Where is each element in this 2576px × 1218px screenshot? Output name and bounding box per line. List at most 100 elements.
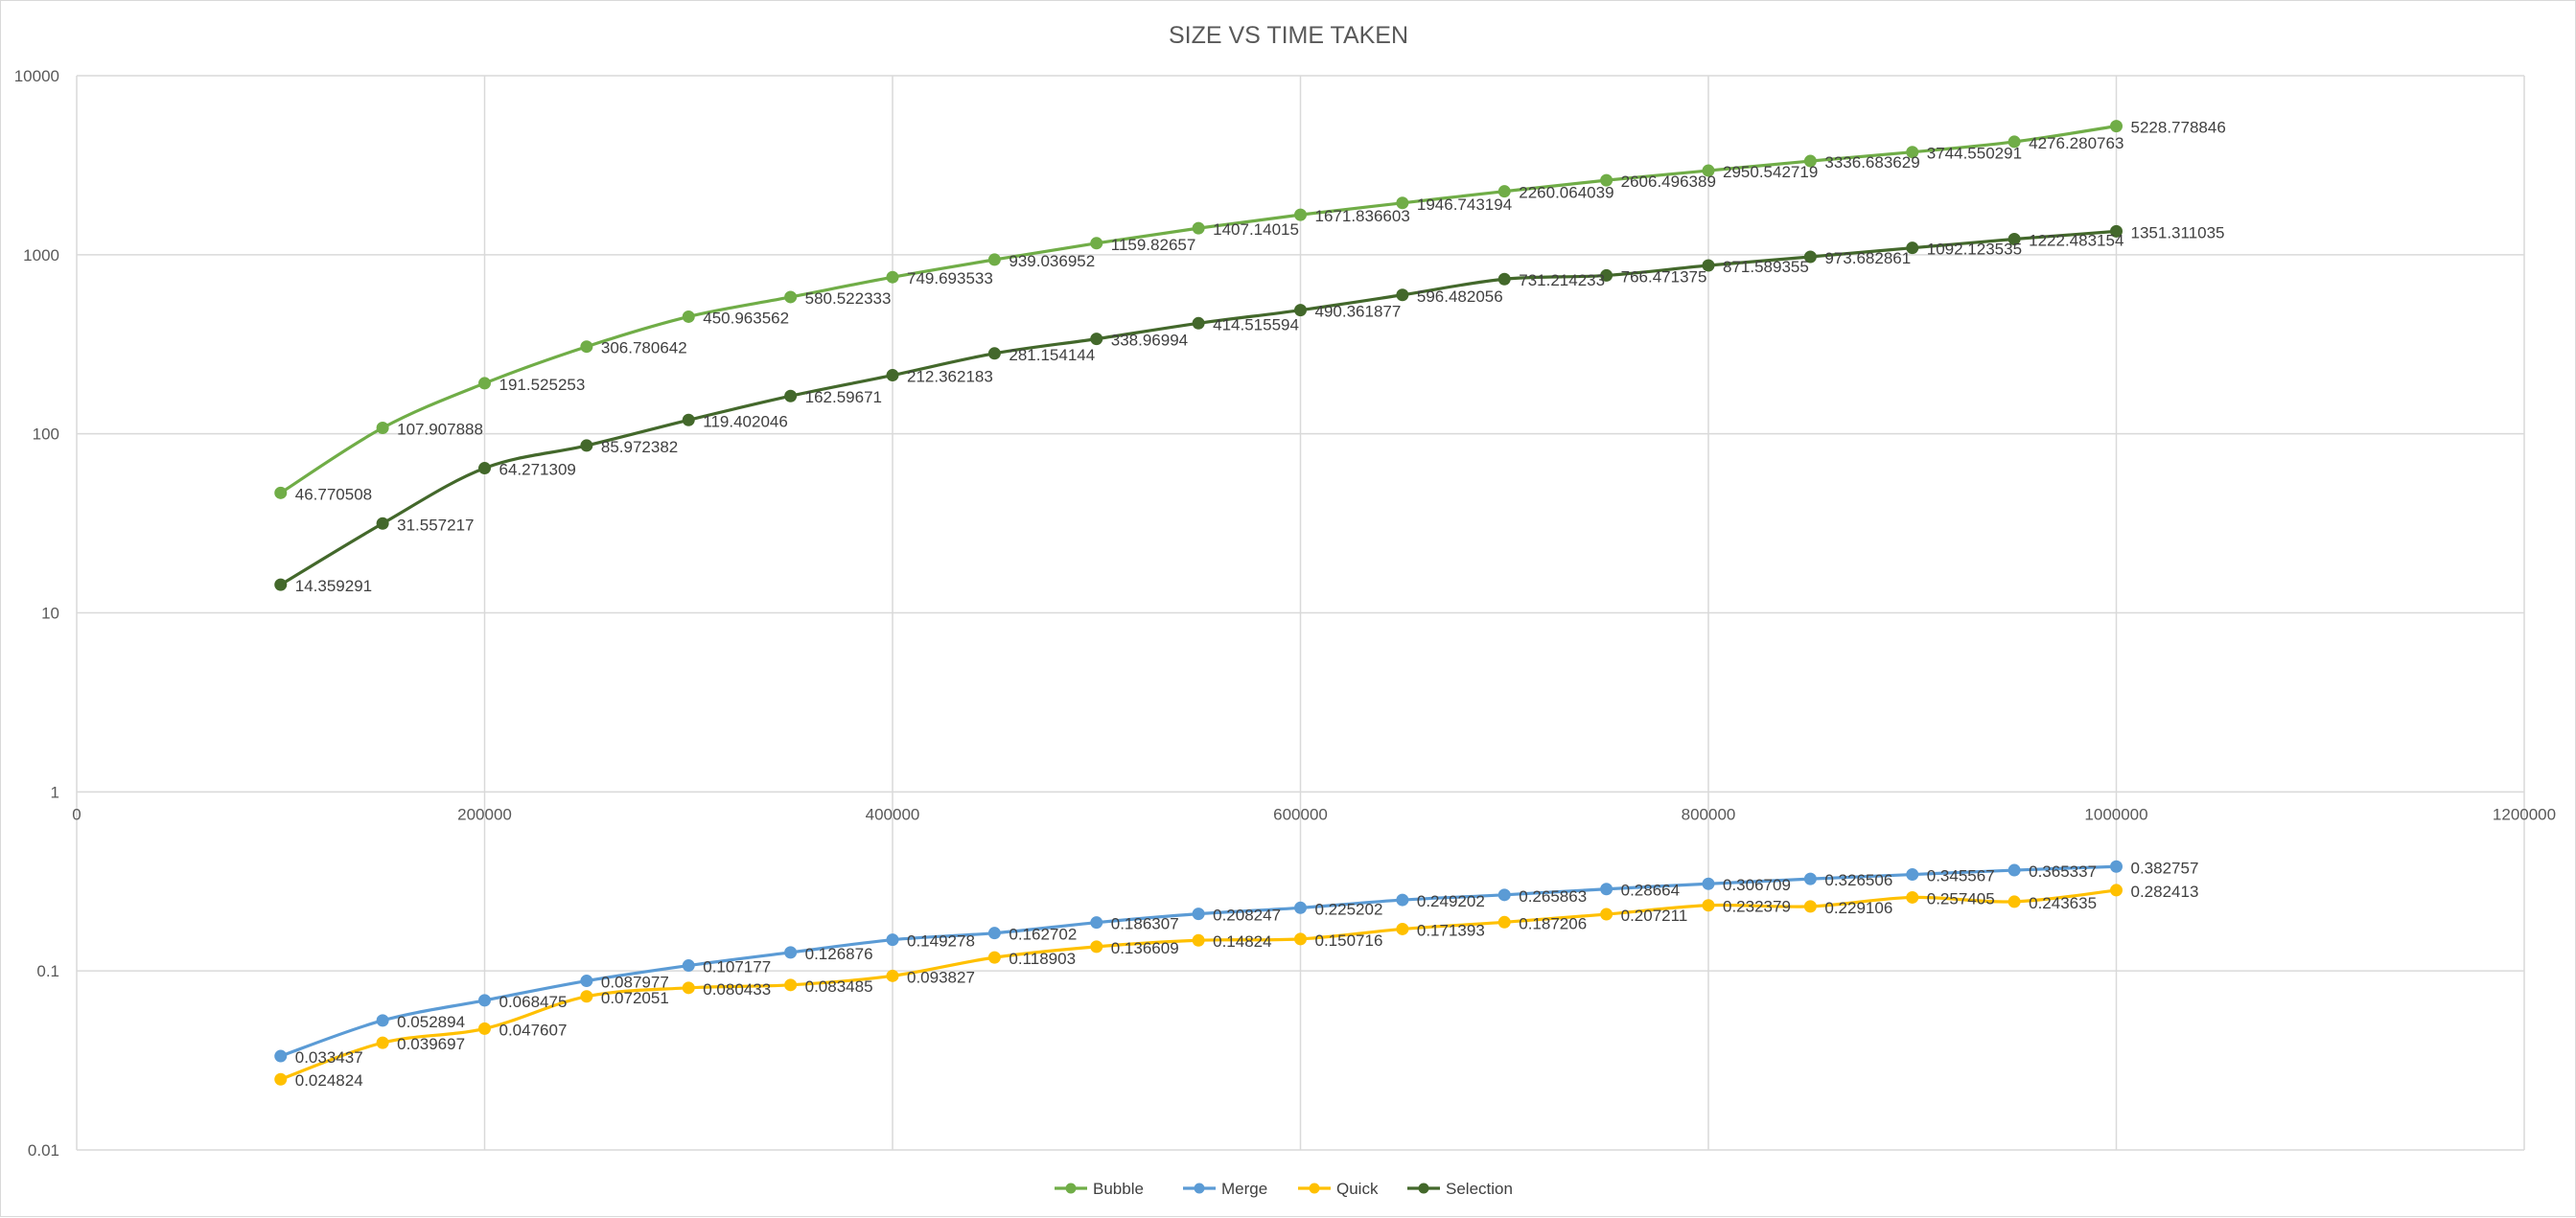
data-point [987,253,1001,266]
data-point [1600,268,1613,282]
data-label: 0.14824 [1213,932,1271,951]
x-tick-label: 800000 [1682,805,1736,823]
legend-marker-quick [1309,1183,1320,1194]
data-label: 1671.836603 [1315,207,1410,225]
data-label: 0.087977 [601,974,669,992]
legend-label-selection: Selection [1446,1180,1513,1198]
data-label: 0.118903 [1009,950,1076,968]
legend: Bubble Merge Quick Selection [1055,1180,1513,1198]
data-label: 107.907888 [397,420,483,438]
data-point [1192,316,1205,330]
data-label: 85.972382 [601,438,678,456]
data-point [2110,120,2123,133]
series-line-bubble [279,125,2117,494]
data-label: 596.482056 [1417,287,1503,306]
data-label: 0.150716 [1315,931,1383,950]
data-point [580,340,593,354]
data-point [1803,872,1817,885]
data-point [1497,888,1511,902]
data-label: 0.382757 [2131,859,2199,877]
data-label: 871.589355 [1723,258,1809,276]
data-labels: 46.770508 107.907888 191.525253 306.780642 4… [295,119,2226,1091]
data-label: 119.402046 [703,412,788,430]
data-point [376,421,389,434]
data-label: 3336.683629 [1824,153,1919,172]
y-tick-label: 0.01 [28,1141,59,1160]
data-label: 281.154144 [1009,346,1095,364]
data-point [1294,304,1307,317]
data-point [1906,868,1919,882]
data-label: 939.036952 [1009,252,1095,270]
data-point [1600,173,1613,187]
data-point [1702,877,1715,890]
data-point [1803,900,1817,913]
data-label: 749.693533 [907,269,993,287]
data-label: 2950.542719 [1723,163,1818,181]
data-label: 5228.778846 [2131,119,2226,137]
data-label: 0.039697 [397,1035,465,1053]
data-point [682,310,695,323]
data-label: 306.780642 [601,339,687,357]
data-point [580,990,593,1003]
data-label: 64.271309 [499,461,576,479]
data-point [1906,241,1919,255]
data-point [1497,185,1511,198]
data-label: 0.225202 [1315,900,1383,918]
data-point [1090,940,1103,954]
series-lines [274,120,2123,1086]
data-label: 0.093827 [907,968,975,986]
data-label: 1222.483154 [2029,232,2123,250]
data-point [2110,860,2123,873]
data-label: 4276.280763 [2029,134,2123,152]
data-label: 0.186307 [1111,915,1179,933]
data-label: 212.362183 [907,368,993,386]
data-point [580,439,593,452]
data-point [1192,221,1205,235]
data-point [1294,208,1307,221]
data-point [478,462,491,475]
data-point [1906,146,1919,159]
data-point [1906,890,1919,904]
data-label: 1092.123535 [1927,241,2022,259]
y-tick-label: 1000 [23,246,59,264]
data-label: 31.557217 [397,516,474,534]
data-point [478,377,491,390]
x-tick-label: 1000000 [2084,805,2147,823]
data-label: 0.052894 [397,1013,465,1031]
gridlines [76,75,2525,1151]
data-point [2110,224,2123,238]
data-label: 1159.82657 [1111,236,1196,254]
data-label: 1946.743194 [1417,195,1512,214]
data-label: 0.080433 [703,980,771,999]
data-label: 414.515594 [1213,315,1299,333]
data-label: 0.187206 [1519,914,1587,932]
axis-tick-labels: 10000 1000 100 10 1 0.1 0.01 0 200000 400000 60000… [14,67,2556,1160]
data-point [1192,908,1205,921]
data-label: 2606.496389 [1621,172,1716,191]
data-label: 338.96994 [1111,332,1188,350]
data-point [682,413,695,426]
x-tick-label: 0 [72,805,81,823]
data-label: 0.072051 [601,989,669,1007]
data-point [1600,883,1613,896]
data-point [1090,333,1103,346]
data-label: 0.136609 [1111,939,1179,957]
legend-marker-bubble [1065,1183,1077,1194]
data-point [1192,933,1205,947]
data-point [987,347,1001,360]
data-label: 1407.14015 [1213,220,1299,239]
data-point [1396,288,1409,302]
data-point [1396,922,1409,935]
data-label: 450.963562 [703,309,789,327]
data-point [478,994,491,1007]
data-point [1497,272,1511,286]
x-tick-label: 600000 [1273,805,1328,823]
data-point [2007,895,2021,908]
data-point [1294,901,1307,914]
data-label: 3744.550291 [1927,145,2022,163]
data-label: 0.149278 [907,932,975,951]
data-label: 0.068475 [499,993,568,1011]
data-point [1702,164,1715,177]
data-point [784,290,798,304]
